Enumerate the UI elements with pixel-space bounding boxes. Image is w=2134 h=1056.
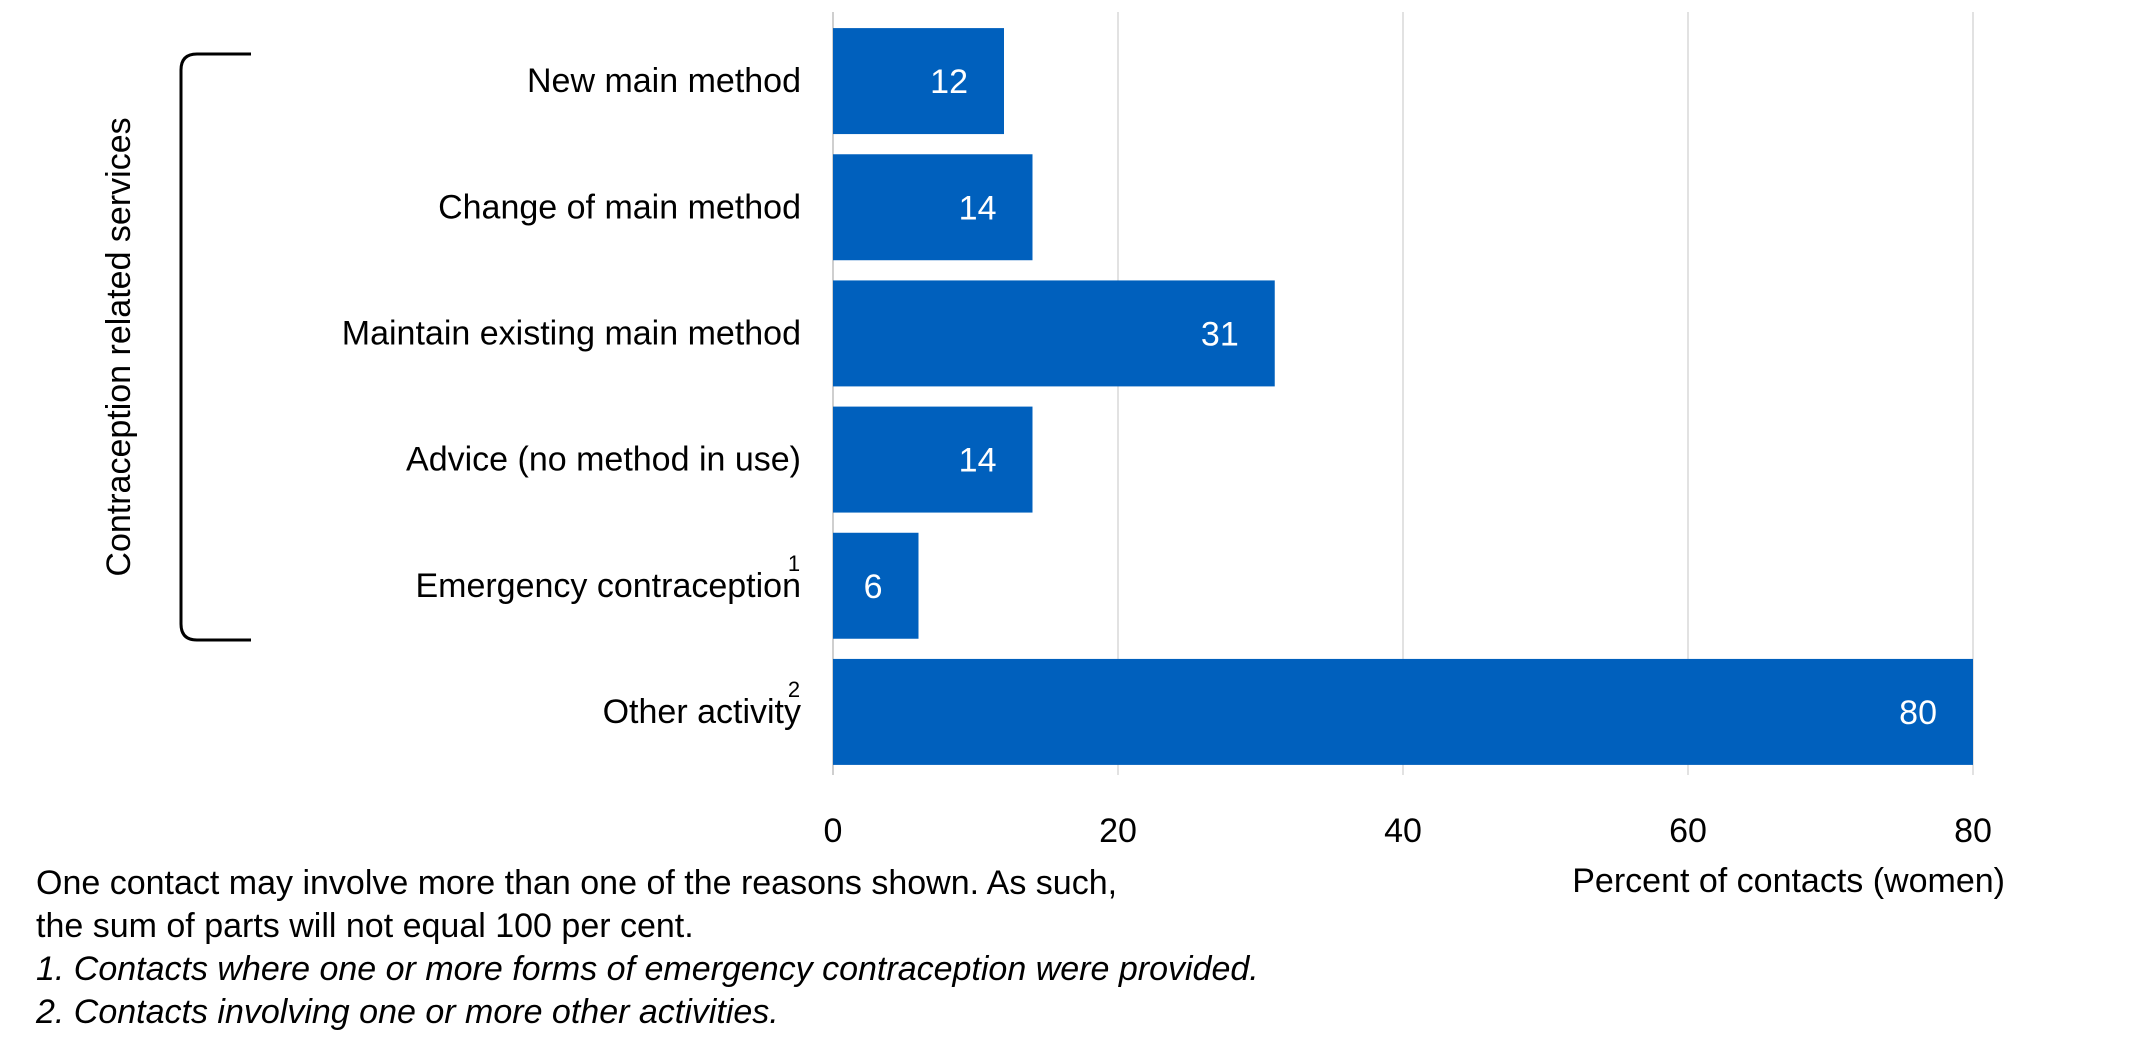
- footnote-2: 2. Contacts involving one or more other …: [36, 993, 779, 1031]
- x-tick-label: 20: [1099, 812, 1137, 850]
- bar-value-label: 6: [864, 568, 883, 606]
- x-tick-label: 60: [1669, 812, 1707, 850]
- bar: [833, 280, 1275, 387]
- category-label: Advice (no method in use): [406, 441, 801, 479]
- category-label: Other activity: [603, 693, 801, 731]
- category-superscript: 2: [788, 677, 800, 702]
- bar-value-label: 80: [1899, 694, 1937, 732]
- category-label: New main method: [527, 62, 801, 100]
- group-bracket: [179, 52, 251, 642]
- category-labels: New main method Change of main method Main…: [342, 62, 801, 731]
- x-tick-labels: 0 20 40 60 80: [824, 812, 1992, 850]
- x-tick-label: 0: [824, 812, 843, 850]
- category-label: Maintain existing main method: [342, 314, 801, 352]
- bar-value-label: 31: [1201, 315, 1239, 353]
- bar-value-label: 14: [959, 189, 997, 227]
- footnote-1: 1. Contacts where one or more forms of e…: [36, 950, 1259, 988]
- bar-value-label: 14: [959, 442, 997, 480]
- data-labels: 12 14 31 14 6 80: [864, 63, 1937, 732]
- x-tick-label: 80: [1954, 812, 1992, 850]
- group-label: Contraception related services: [100, 117, 138, 576]
- x-axis-title: Percent of contacts (women): [1572, 862, 2005, 900]
- category-label: Change of main method: [438, 188, 801, 226]
- bar-value-label: 12: [930, 63, 968, 101]
- note-line-1: One contact may involve more than one of…: [36, 864, 1118, 902]
- bar: [833, 658, 1973, 765]
- x-tick-label: 40: [1384, 812, 1422, 850]
- bar: [833, 406, 1033, 513]
- bars: [833, 28, 1973, 765]
- gridlines: [832, 12, 1974, 775]
- chart-notes: One contact may involve more than one of…: [36, 862, 1259, 1034]
- category-label: Emergency contraception: [415, 567, 801, 605]
- bar: [833, 28, 1004, 135]
- note-line-2: the sum of parts will not equal 100 per …: [36, 907, 694, 945]
- bar: [833, 532, 919, 639]
- category-superscript: 1: [788, 551, 800, 576]
- bar: [833, 154, 1033, 261]
